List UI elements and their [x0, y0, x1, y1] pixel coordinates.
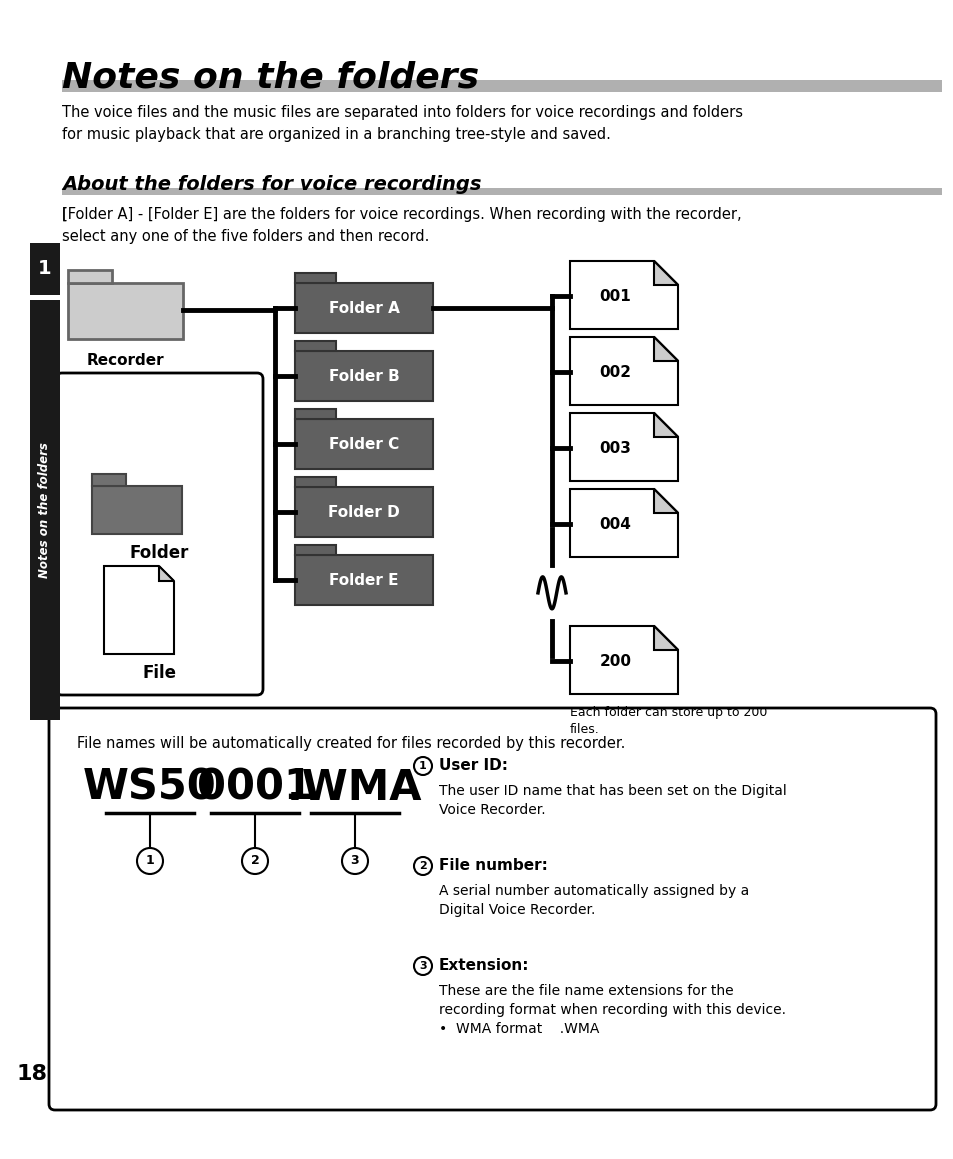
Text: 001: 001: [598, 289, 631, 304]
Text: 002: 002: [598, 365, 631, 380]
Text: Notes on the folders: Notes on the folders: [38, 442, 51, 578]
Text: Folder D: Folder D: [328, 504, 399, 519]
Bar: [294, 488, 433, 537]
Polygon shape: [91, 474, 126, 486]
Text: A serial number automatically assigned by a
Digital Voice Recorder.: A serial number automatically assigned b…: [438, 884, 748, 917]
Text: 1: 1: [418, 761, 426, 771]
Circle shape: [414, 957, 432, 975]
Circle shape: [341, 848, 368, 874]
Text: 0001: 0001: [196, 767, 313, 809]
Polygon shape: [569, 261, 678, 329]
Circle shape: [414, 757, 432, 775]
Circle shape: [414, 857, 432, 875]
Text: 200: 200: [598, 654, 631, 669]
Polygon shape: [294, 274, 336, 284]
Text: 1: 1: [38, 260, 51, 278]
Bar: [294, 420, 433, 469]
Polygon shape: [294, 409, 336, 420]
Text: .WMA: .WMA: [287, 767, 422, 809]
Polygon shape: [104, 566, 173, 654]
Text: 2: 2: [251, 854, 259, 867]
FancyBboxPatch shape: [56, 373, 263, 695]
Bar: [91, 486, 182, 534]
Text: The user ID name that has been set on the Digital
Voice Recorder.: The user ID name that has been set on th…: [438, 783, 786, 817]
Polygon shape: [654, 626, 678, 650]
Text: [: [: [62, 207, 68, 223]
Bar: [62, 80, 941, 92]
Text: 003: 003: [598, 440, 631, 455]
Polygon shape: [654, 413, 678, 437]
Text: Folder C: Folder C: [329, 437, 398, 452]
Text: User ID:: User ID:: [438, 758, 507, 773]
Text: File: File: [142, 664, 176, 681]
Text: Notes on the folders: Notes on the folders: [62, 60, 478, 94]
Polygon shape: [569, 626, 678, 694]
Bar: [294, 555, 433, 605]
Bar: [294, 284, 433, 333]
Polygon shape: [569, 337, 678, 404]
Text: File names will be automatically created for files recorded by this recorder.: File names will be automatically created…: [77, 736, 625, 751]
Text: Folder A: Folder A: [328, 300, 399, 315]
Polygon shape: [569, 489, 678, 557]
Polygon shape: [68, 270, 112, 283]
Polygon shape: [294, 546, 336, 555]
Bar: [294, 351, 433, 401]
Text: Folder B: Folder B: [328, 369, 399, 384]
Bar: [30, 243, 60, 296]
Text: About the folders for voice recordings: About the folders for voice recordings: [62, 175, 481, 194]
Text: Folder: Folder: [130, 544, 189, 562]
Text: Folder E: Folder E: [329, 573, 398, 588]
Polygon shape: [569, 413, 678, 481]
Text: 3: 3: [418, 961, 426, 971]
Text: 18: 18: [16, 1064, 48, 1084]
Bar: [62, 188, 941, 195]
Bar: [30, 300, 60, 720]
Text: [Folder A] - [Folder E] are the folders for voice recordings. When recording wit: [Folder A] - [Folder E] are the folders …: [62, 207, 740, 243]
Text: Recorder: Recorder: [87, 353, 164, 369]
Polygon shape: [654, 261, 678, 285]
Text: WS50: WS50: [83, 767, 216, 809]
Text: 004: 004: [598, 517, 631, 532]
Bar: [68, 283, 183, 338]
Polygon shape: [294, 478, 336, 488]
Text: 2: 2: [418, 861, 426, 872]
FancyBboxPatch shape: [49, 708, 935, 1110]
Polygon shape: [654, 489, 678, 512]
Circle shape: [242, 848, 268, 874]
Text: Extension:: Extension:: [438, 958, 529, 974]
Text: File number:: File number:: [438, 859, 547, 874]
Text: 1: 1: [146, 854, 154, 867]
Text: The voice files and the music files are separated into folders for voice recordi: The voice files and the music files are …: [62, 105, 742, 141]
Text: These are the file name extensions for the
recording format when recording with : These are the file name extensions for t…: [438, 984, 785, 1036]
Text: Each folder can store up to 200
files.: Each folder can store up to 200 files.: [569, 706, 766, 736]
Polygon shape: [654, 337, 678, 360]
Circle shape: [137, 848, 163, 874]
Polygon shape: [158, 566, 173, 582]
Text: 3: 3: [351, 854, 359, 867]
Polygon shape: [294, 342, 336, 351]
